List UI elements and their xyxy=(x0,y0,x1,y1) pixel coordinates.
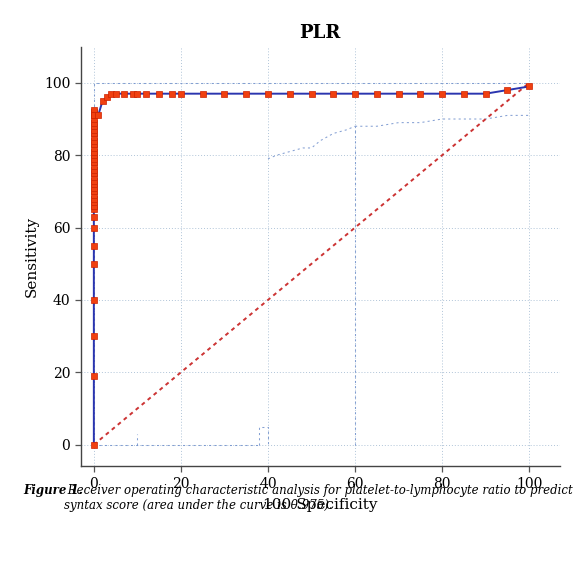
Text: Receiver operating characteristic analysis for platelet-to-lymphocyte ratio to p: Receiver operating characteristic analys… xyxy=(63,484,572,512)
Text: Figure 1.: Figure 1. xyxy=(23,484,83,497)
Y-axis label: Sensitivity: Sensitivity xyxy=(24,216,39,297)
X-axis label: 100-Specificity: 100-Specificity xyxy=(263,498,378,512)
Title: PLR: PLR xyxy=(299,24,341,43)
